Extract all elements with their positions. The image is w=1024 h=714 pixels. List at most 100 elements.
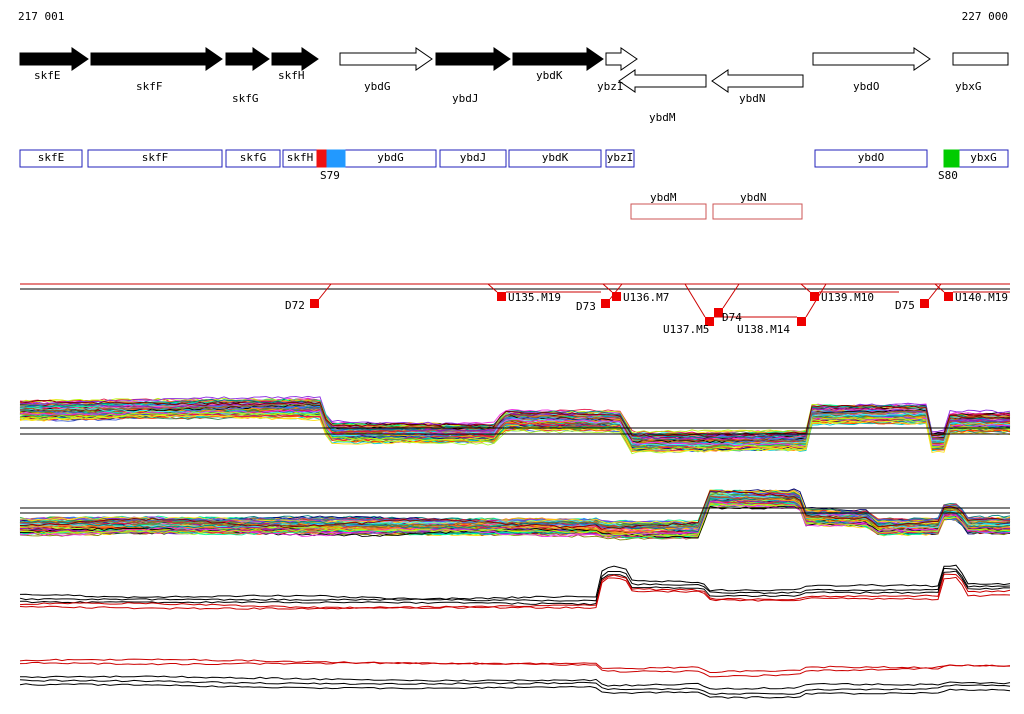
operon-box-label-ybdN: ybdN (740, 191, 767, 204)
coordinate-left: 217 001 (18, 10, 65, 23)
gene-arrow-label-ybdM: ybdM (649, 111, 676, 124)
probe-marker-label-D75: D75 (895, 299, 915, 312)
probe-marker-U138.M14[interactable] (797, 317, 806, 326)
expression-track-1-trace (19, 407, 1011, 448)
gene-arrow-label-ybdO: ybdO (853, 80, 880, 93)
probe-marker-label-U138.M14: U138.M14 (737, 323, 790, 336)
expression-track-2-trace (19, 495, 1011, 529)
expression-track-1-trace (19, 403, 1011, 443)
gene-box-ybdO[interactable] (814, 149, 928, 168)
gene-box-skfE[interactable] (19, 149, 83, 168)
probe-marker-label-U137.M5: U137.M5 (663, 323, 710, 336)
gene-box-skfF[interactable] (87, 149, 223, 168)
feature-S79-blue[interactable] (326, 149, 346, 168)
probe-marker-pole (602, 283, 613, 293)
gene-box-label-ybdK: ybdK (541, 152, 569, 164)
gene-arrow-label-skfG: skfG (232, 92, 259, 105)
summary-track-2-line (20, 675, 1011, 690)
summary-track-2-line (19, 683, 1011, 699)
probe-marker-pole (928, 283, 942, 300)
probe-marker-label-D72: D72 (285, 299, 305, 312)
probe-marker-label-U140.M19: U140.M19 (955, 291, 1008, 304)
probe-marker-pole (934, 283, 945, 293)
probe-marker-pole (318, 283, 332, 300)
gene-arrow-ybzI[interactable] (605, 47, 638, 71)
gene-box-label-skfG: skfG (239, 152, 267, 164)
gene-arrow-label-ybdJ: ybdJ (452, 92, 479, 105)
summary-track-1-line (19, 576, 1011, 610)
operon-box-ybdN[interactable] (712, 203, 803, 220)
gene-box-ybzI[interactable] (605, 149, 635, 168)
probe-marker-label-D74: D74 (722, 311, 742, 324)
probe-marker-D74[interactable] (714, 308, 723, 317)
probe-marker-D72[interactable] (310, 299, 319, 308)
gene-arrow-ybdN[interactable] (711, 69, 804, 93)
probe-marker-U136.M7[interactable] (612, 292, 621, 301)
probe-marker-label-U136.M7: U136.M7 (623, 291, 670, 304)
probe-marker-pole (684, 283, 706, 318)
probe-marker-U139.M10[interactable] (810, 292, 819, 301)
gene-arrow-ybdJ[interactable] (435, 47, 511, 71)
gene-arrow-label-ybzI: ybzI (597, 80, 624, 93)
gene-arrow-label-skfH: skfH (278, 69, 305, 82)
gene-box-label-ybdJ: ybdJ (459, 152, 487, 164)
probe-marker-D73[interactable] (601, 299, 610, 308)
gene-arrow-ybdO[interactable] (812, 47, 931, 71)
gene-arrow-label-ybdK: ybdK (536, 69, 563, 82)
expression-track-2-trace (19, 501, 1011, 537)
coordinate-right: 227 000 (961, 10, 1008, 23)
summary-track-1-line (19, 573, 1011, 609)
expression-track-1-trace (19, 401, 1010, 441)
gene-box-skfG[interactable] (225, 149, 281, 168)
gene-arrow-ybxG[interactable] (952, 52, 1009, 66)
probe-marker-pole (722, 283, 740, 309)
gene-arrow-skfG[interactable] (225, 47, 270, 71)
feature-S80-green[interactable] (943, 149, 960, 168)
expression-track-1-trace (19, 411, 1011, 451)
gene-box-label-skfE: skfE (37, 152, 65, 164)
gene-box-label-ybdG: ybdG (377, 152, 404, 164)
expression-track-1-trace (19, 413, 1011, 455)
gene-arrow-skfH[interactable] (271, 47, 319, 71)
expression-track-2-trace (19, 490, 1011, 525)
gene-box-ybdK[interactable] (508, 149, 602, 168)
expression-track-1-trace (19, 398, 1011, 439)
probe-marker-U135.M19[interactable] (497, 292, 506, 301)
gene-arrow-label-ybdN: ybdN (739, 92, 766, 105)
gene-arrow-skfE[interactable] (19, 47, 89, 71)
probe-marker-D75[interactable] (920, 299, 929, 308)
summary-track-2-line (19, 679, 1011, 695)
gene-arrow-ybdG[interactable] (339, 47, 433, 71)
expression-track-1-trace (19, 400, 1011, 437)
summary-track-1-line (19, 564, 1011, 600)
feature-label-S80: S80 (938, 169, 958, 182)
gene-arrow-label-ybxG: ybxG (955, 80, 982, 93)
probe-marker-U137.M5[interactable] (705, 317, 714, 326)
gene-arrow-ybdK[interactable] (512, 47, 604, 71)
expression-track-2-trace (19, 498, 1011, 534)
operon-box-ybdM[interactable] (630, 203, 707, 220)
expression-track-1-trace (19, 412, 1011, 450)
summary-track-1-line (19, 567, 1011, 602)
gene-arrow-ybdM[interactable] (618, 69, 707, 93)
gene-arrow-skfF[interactable] (90, 47, 223, 71)
probe-marker-pole (800, 283, 811, 293)
expression-track-2-trace (20, 503, 1011, 537)
gene-box-label-ybxG: ybxG (970, 152, 997, 164)
gene-arrow-label-skfF: skfF (136, 80, 163, 93)
gene-box-label-ybdO: ybdO (857, 152, 885, 164)
probe-marker-label-D73: D73 (576, 300, 596, 313)
gene-arrow-label-skfE: skfE (34, 69, 61, 82)
summary-track-1-line (20, 570, 1011, 606)
expression-track-1-trace (19, 414, 1011, 454)
gene-box-label-skfF: skfF (141, 152, 169, 164)
probe-marker-pole (487, 283, 498, 293)
probe-marker-U140.M19[interactable] (944, 292, 953, 301)
gene-box-ybdJ[interactable] (439, 149, 507, 168)
feature-label-S79: S79 (320, 169, 340, 182)
gene-arrow-label-ybdG: ybdG (364, 80, 391, 93)
probe-marker-label-U135.M19: U135.M19 (508, 291, 561, 304)
